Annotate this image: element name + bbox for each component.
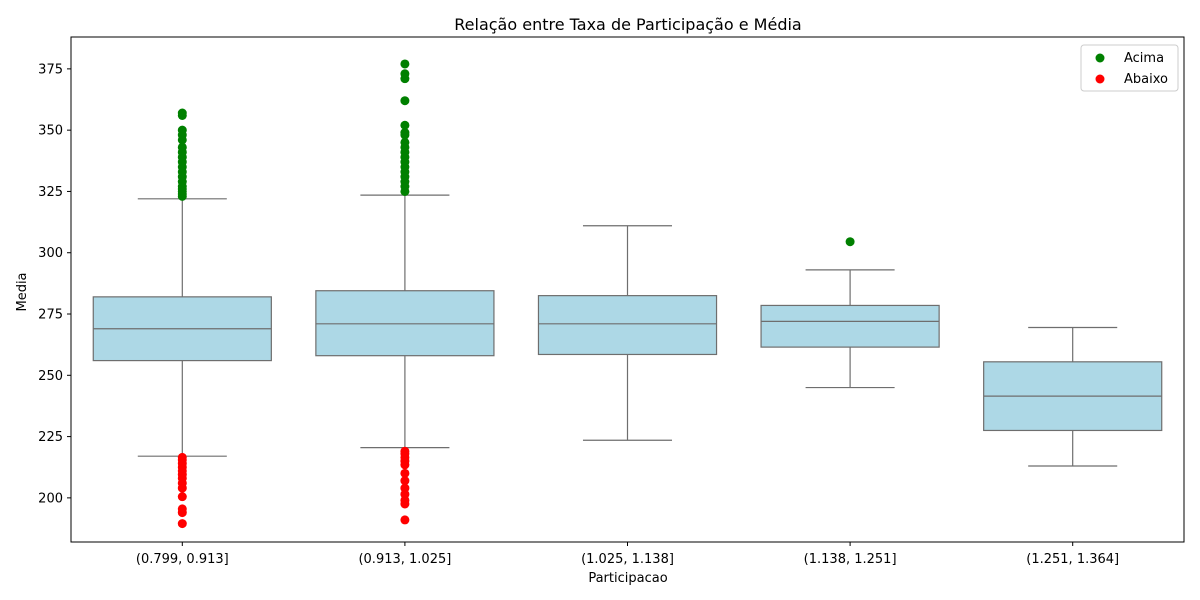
chart-title: Relação entre Taxa de Participação e Méd…	[454, 15, 801, 34]
legend-label-abaixo: Abaixo	[1124, 72, 1168, 87]
legend-box	[1080, 44, 1179, 92]
outlier-point-acima	[400, 69, 410, 79]
outlier-point-abaixo	[400, 468, 410, 478]
y-tick-label: 375	[38, 62, 63, 77]
y-tick-label: 200	[38, 491, 63, 506]
y-axis-title: Media	[15, 272, 30, 311]
outlier-point-abaixo	[177, 519, 187, 529]
outlier-point-abaixo	[400, 483, 410, 493]
legend-marker-abaixo	[1095, 74, 1105, 84]
outlier-point-abaixo	[400, 476, 410, 486]
outlier-point-acima	[400, 128, 410, 138]
y-tick-label: 300	[38, 246, 63, 261]
x-tick-label: (1.025, 1.138]	[581, 552, 674, 567]
legend-label-acima: Acima	[1124, 51, 1164, 66]
x-tick-label: (0.913, 1.025]	[358, 552, 451, 567]
outlier-point-acima	[400, 59, 410, 69]
outlier-point-abaixo	[177, 452, 187, 462]
y-tick-label: 325	[38, 185, 63, 200]
outlier-point-acima	[400, 137, 410, 147]
outlier-point-acima	[845, 237, 855, 247]
y-tick-label: 275	[38, 308, 63, 323]
x-tick-label: (1.138, 1.251]	[804, 552, 897, 567]
outlier-point-acima	[177, 125, 187, 135]
outlier-point-acima	[177, 142, 187, 152]
legend: Acima Abaixo	[1080, 44, 1179, 92]
outlier-point-acima	[400, 96, 410, 106]
y-tick-label: 250	[38, 369, 63, 384]
outlier-point-acima	[177, 108, 187, 118]
box	[315, 290, 495, 357]
box	[537, 295, 718, 356]
y-tick-label: 350	[38, 124, 63, 139]
outlier-point-abaixo	[177, 504, 187, 514]
outlier-point-abaixo	[400, 446, 410, 456]
y-tick-label: 225	[38, 430, 63, 445]
outlier-point-acima	[400, 120, 410, 130]
x-tick-label: (0.799, 0.913]	[136, 552, 229, 567]
outlier-point-abaixo	[400, 515, 410, 525]
outlier-point-abaixo	[177, 492, 187, 502]
legend-marker-acima	[1095, 53, 1105, 63]
plot-area: 200 225 250 275 300 325 350 375 (0.799, 0.913] (0…	[38, 59, 1163, 567]
box	[760, 304, 940, 348]
plot-frame	[70, 36, 1185, 543]
x-tick-label: (1.251, 1.364]	[1026, 552, 1119, 567]
x-axis-title: Participacao	[588, 571, 667, 586]
